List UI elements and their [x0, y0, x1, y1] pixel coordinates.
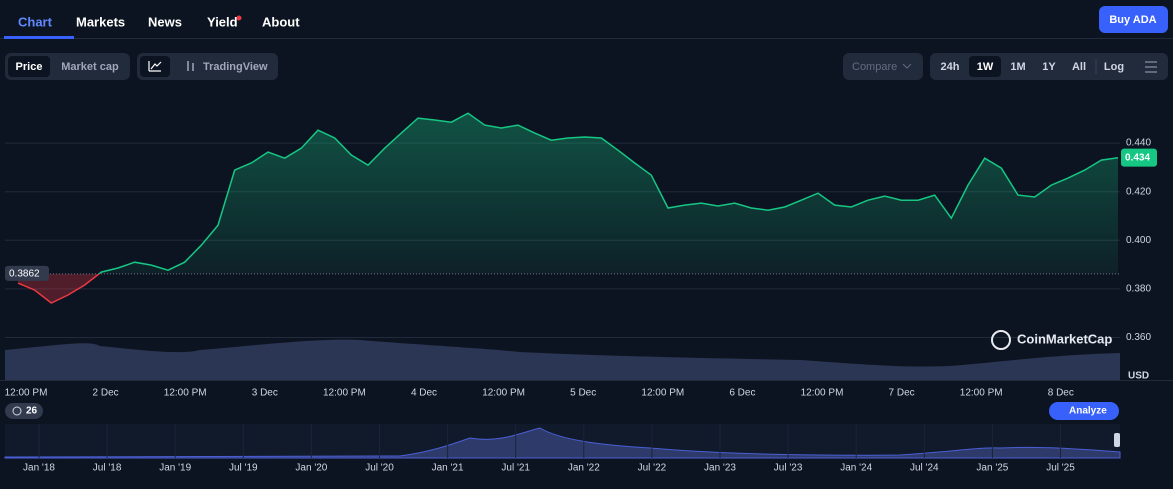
- navigator-area: [4, 427, 1121, 459]
- navigator-handle[interactable]: [1114, 433, 1120, 447]
- navigator-label: Jan '21: [432, 463, 464, 474]
- x-tick-label: 12:00 PM: [801, 388, 844, 399]
- settings-icon[interactable]: [1145, 61, 1157, 73]
- watermark-group: CoinMarketCap: [991, 330, 1112, 350]
- nav-tab[interactable]: Chart: [18, 14, 53, 29]
- x-tick-label: 12:00 PM: [323, 388, 366, 399]
- navigator-label: Jul '20: [365, 463, 394, 474]
- reference-badge: [5, 265, 49, 281]
- tradingview[interactable]: TradingView: [203, 61, 268, 73]
- navigator-label: Jul '22: [638, 463, 667, 474]
- watermark: CoinMarketCap: [1017, 331, 1112, 346]
- notification-dot: [236, 15, 242, 21]
- badge-icon: [12, 406, 22, 416]
- navigator-label: Jul '24: [910, 463, 939, 474]
- range-option[interactable]: All: [1072, 61, 1086, 73]
- chart-style-toggle: [137, 53, 278, 80]
- buy-button[interactable]: [1099, 6, 1168, 33]
- nav-tab[interactable]: Markets: [76, 14, 125, 29]
- navigator-label: Jan '18: [23, 463, 55, 474]
- x-tick-label: 12:00 PM: [641, 388, 684, 399]
- active-tab-underline: [4, 36, 74, 39]
- navigator-label: Jul '18: [93, 463, 122, 474]
- x-tick-label: 7 Dec: [889, 388, 915, 399]
- analyze-label: Analyze: [1069, 406, 1107, 417]
- range-option[interactable]: 1W: [977, 61, 994, 73]
- candle-icon: [187, 61, 194, 71]
- y-tick-label: 0.360: [1126, 332, 1151, 343]
- x-tick-label: 12:00 PM: [960, 388, 1003, 399]
- y-tick-label: 0.380: [1126, 284, 1151, 295]
- chevron: [902, 63, 912, 69]
- x-tick-label: 3 Dec: [252, 388, 278, 399]
- view-active: [8, 56, 50, 77]
- analyze-button[interactable]: [1049, 402, 1119, 420]
- compare-button[interactable]: [843, 53, 923, 80]
- badge-count: 26: [26, 406, 38, 417]
- price-line: [97, 112, 1119, 274]
- range-option[interactable]: 1M: [1010, 61, 1025, 73]
- x-tick-label: 6 Dec: [729, 388, 755, 399]
- badge[interactable]: [5, 403, 43, 419]
- x-tick-label: 12:00 PM: [5, 388, 48, 399]
- x-tick-label: 8 Dec: [1048, 388, 1074, 399]
- range-option[interactable]: Log: [1104, 61, 1124, 73]
- nav-tab[interactable]: News: [148, 14, 182, 29]
- y-unit: USD: [1128, 371, 1149, 382]
- range-option[interactable]: 24h: [941, 61, 960, 73]
- x-tick-label: 2 Dec: [93, 388, 119, 399]
- navigator-label: Jul '23: [774, 463, 803, 474]
- navigator-label: Jan '22: [568, 463, 600, 474]
- range-option[interactable]: 1Y: [1042, 61, 1056, 73]
- compare-label: Compare: [852, 61, 897, 73]
- line-icon: [148, 61, 162, 72]
- navigator-label: Jul '25: [1046, 463, 1075, 474]
- reference-label: 0.3862: [9, 268, 40, 279]
- watermark-logo: [991, 330, 1011, 350]
- navigator-label: Jul '19: [229, 463, 258, 474]
- nav-tab[interactable]: About: [262, 14, 300, 29]
- x-tick-label: 5 Dec: [570, 388, 596, 399]
- view-market-cap[interactable]: Market cap: [61, 61, 119, 73]
- view-price[interactable]: Price: [16, 61, 43, 73]
- navigator-label: Jan '19: [159, 463, 191, 474]
- x-tick-label: 12:00 PM: [482, 388, 525, 399]
- current-price-label: 0.434: [1125, 152, 1150, 163]
- y-tick-label: 0.420: [1126, 186, 1151, 197]
- y-tick-label: 0.440: [1126, 138, 1151, 149]
- nav-tab[interactable]: Yield: [207, 14, 238, 29]
- volume-area: [5, 339, 1120, 380]
- navigator-label: Jul '21: [501, 463, 530, 474]
- range-active: [969, 56, 1001, 77]
- price-area: [99, 113, 1118, 274]
- buy-button-label: Buy ADA: [1109, 14, 1156, 26]
- x-tick-label: 4 Dec: [411, 388, 437, 399]
- current-price-badge: [1121, 148, 1157, 167]
- x-tick-label: 12:00 PM: [164, 388, 207, 399]
- navigator-label: Jan '23: [704, 463, 736, 474]
- line-style-active[interactable]: [140, 56, 170, 77]
- navigator-label: Jan '25: [976, 463, 1008, 474]
- navigator-label: Jan '24: [840, 463, 872, 474]
- y-tick-label: 0.400: [1126, 235, 1151, 246]
- navigator-label: Jan '20: [295, 463, 327, 474]
